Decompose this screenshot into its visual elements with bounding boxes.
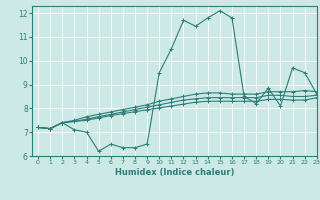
X-axis label: Humidex (Indice chaleur): Humidex (Indice chaleur) — [115, 168, 234, 177]
